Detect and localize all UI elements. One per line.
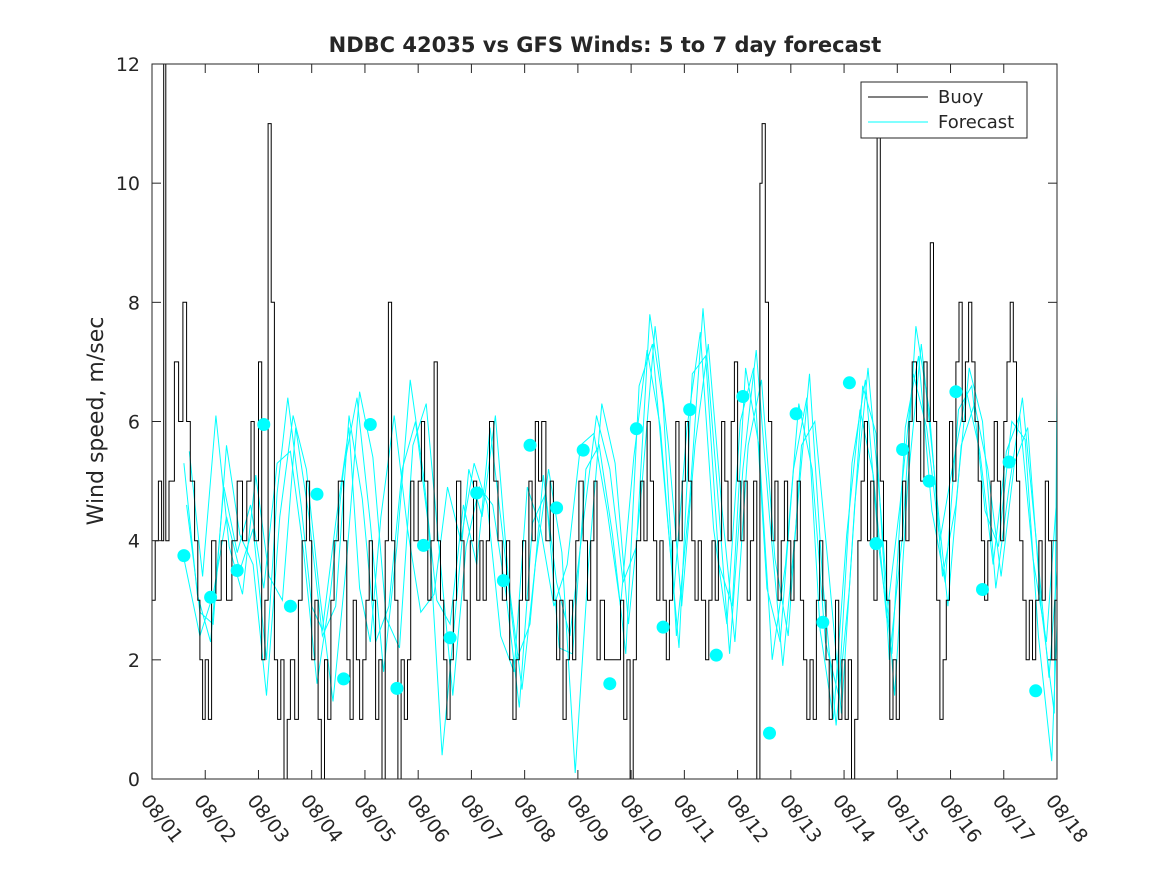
forecast-run-line-3 — [186, 343, 1057, 762]
y-tick-label: 8 — [128, 292, 140, 314]
forecast-marker — [550, 501, 564, 515]
forecast-marker — [789, 407, 803, 421]
forecast-marker — [310, 487, 324, 501]
forecast-marker — [470, 486, 484, 500]
forecast-marker — [443, 631, 457, 645]
forecast-marker — [230, 564, 244, 577]
legend-buoy-label: Buoy — [938, 87, 984, 108]
y-tick-label: 12 — [116, 54, 140, 76]
forecast-marker — [869, 537, 883, 551]
forecast-marker — [842, 376, 856, 390]
forecast-marker — [922, 474, 936, 488]
forecast-marker — [523, 438, 537, 452]
forecast-marker — [976, 583, 989, 596]
y-tick-label: 10 — [116, 173, 140, 195]
forecast-marker — [763, 726, 776, 740]
forecast-marker — [656, 620, 670, 634]
forecast-marker — [576, 443, 590, 457]
y-tick-label: 4 — [128, 531, 140, 553]
y-axis-label: Wind speed, m/sec — [84, 317, 109, 526]
forecast-marker — [603, 677, 617, 691]
y-tick-label: 2 — [128, 650, 140, 672]
forecast-marker — [417, 538, 430, 552]
legend: Buoy Forecast — [860, 81, 1028, 139]
y-tick-label: 6 — [128, 412, 140, 434]
forecast-marker — [177, 549, 191, 563]
y-tick-label: 0 — [128, 769, 140, 791]
forecast-marker — [390, 681, 404, 695]
forecast-marker — [363, 418, 377, 431]
forecast-marker — [337, 672, 351, 686]
forecast-marker — [683, 403, 697, 417]
forecast-run-line-4 — [188, 326, 1057, 774]
y-axis: 0 2 4 6 8 10 12 — [116, 54, 1057, 791]
legend-box — [860, 81, 1028, 139]
legend-forecast-label: Forecast — [938, 112, 1014, 133]
forecast-marker — [496, 574, 510, 588]
forecast-marker — [204, 590, 218, 604]
forecast-marker — [896, 443, 910, 456]
chart-title: NDBC 42035 vs GFS Winds: 5 to 7 day fore… — [329, 33, 882, 57]
forecast-marker — [1002, 455, 1016, 469]
forecast-marker — [629, 422, 643, 436]
forecast-marker — [949, 385, 963, 399]
forecast-marker — [736, 390, 750, 403]
forecast-marker — [283, 599, 297, 613]
buoy-series-line — [152, 64, 1057, 779]
forecast-marker — [1029, 684, 1043, 698]
forecast-marker — [709, 648, 723, 662]
forecast-marker — [816, 615, 830, 629]
forecast-marker — [257, 418, 271, 431]
forecast-run-line-2 — [183, 308, 1057, 726]
